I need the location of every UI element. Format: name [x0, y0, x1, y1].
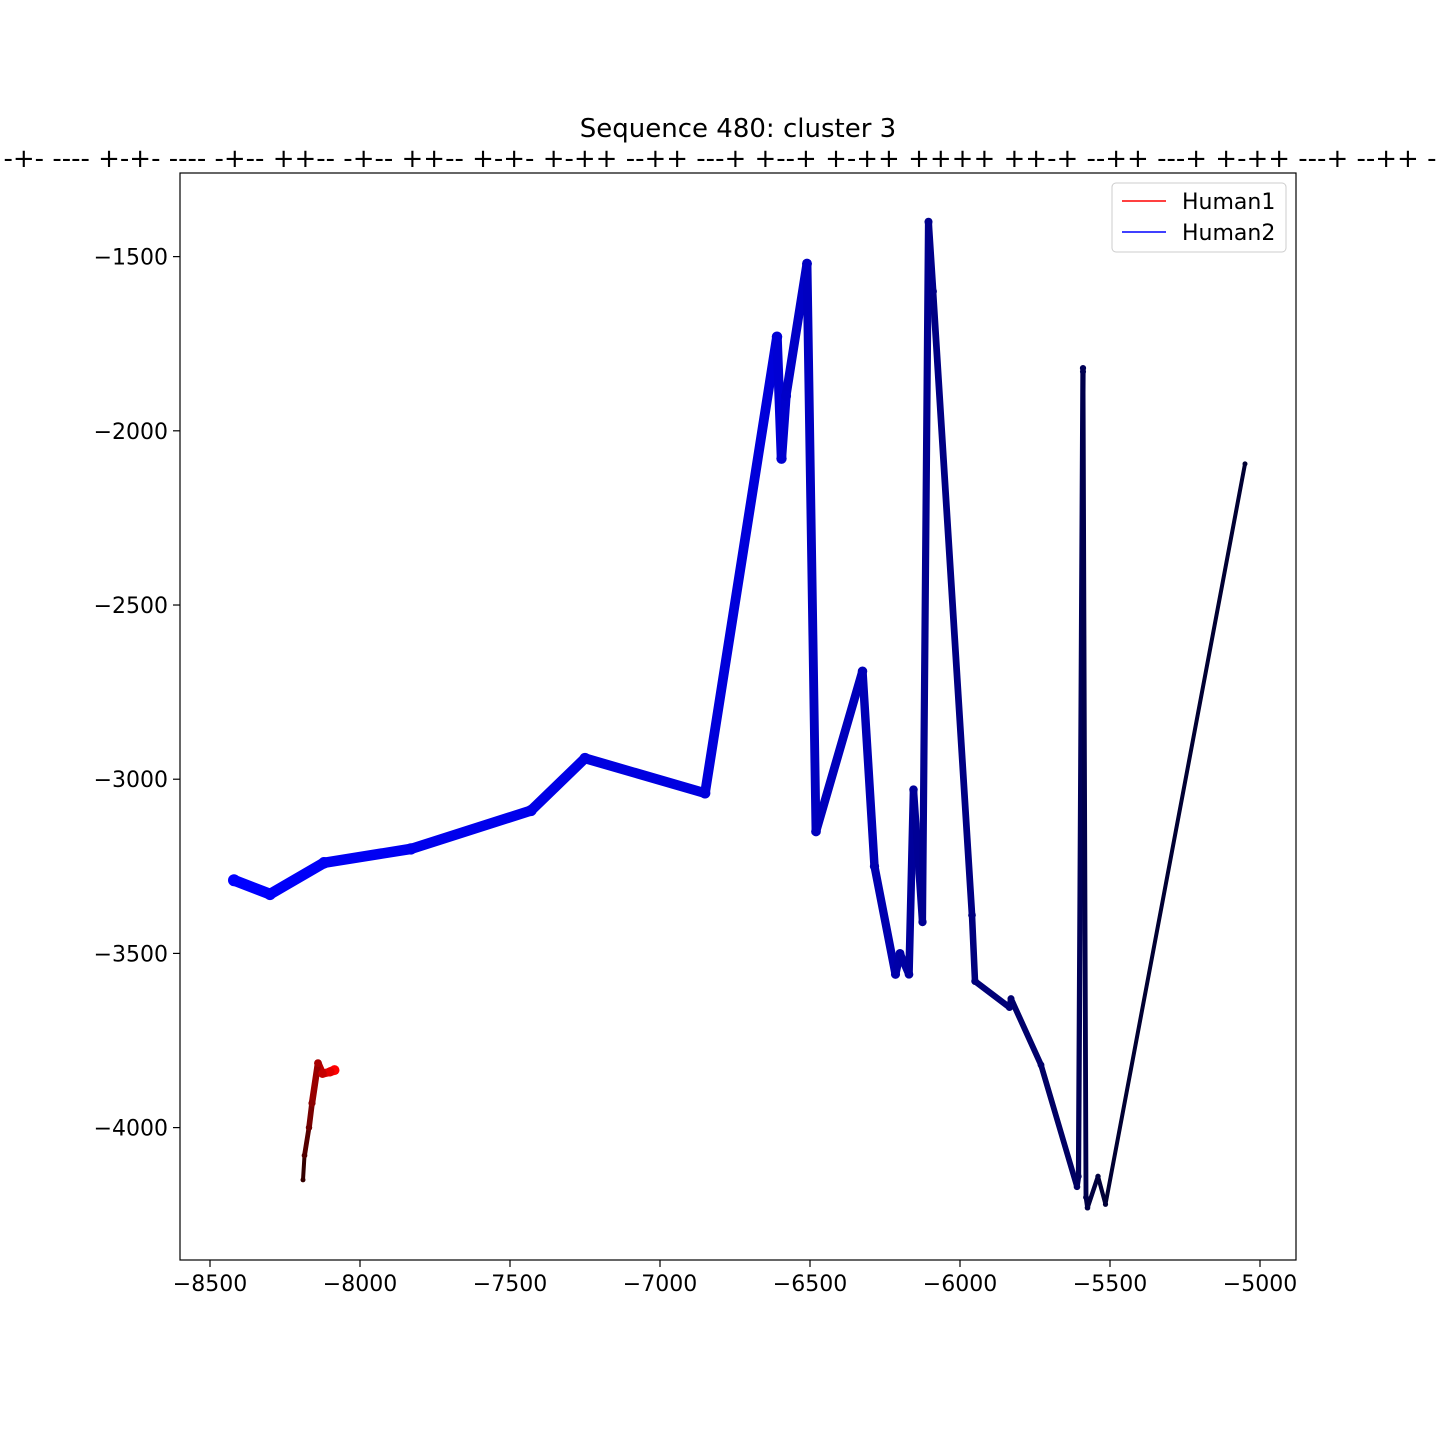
data-point: [929, 287, 937, 296]
series-segment: [918, 218, 933, 926]
series-segment: [318, 843, 417, 869]
data-point: [776, 453, 787, 464]
series-segment: [811, 666, 867, 836]
chart-subtitle: -+- ---- +-+- ---- -+-- ++-- -+-- ++-- +…: [4, 144, 1437, 174]
data-point: [1075, 1173, 1082, 1180]
y-tick-label: −2500: [94, 594, 168, 619]
data-point: [305, 1124, 313, 1131]
x-tick-label: −7000: [623, 1272, 697, 1297]
data-point: [1037, 1061, 1045, 1069]
x-tick-label: −5500: [1073, 1272, 1147, 1297]
legend-label-human2: Human2: [1182, 221, 1275, 246]
series-segment: [700, 331, 782, 799]
x-tick-label: −8000: [323, 1272, 397, 1297]
series-segment: [802, 259, 821, 836]
x-tick-label: −6000: [923, 1272, 997, 1297]
data-point: [895, 948, 905, 958]
data-point: [301, 1152, 308, 1159]
series-segment: [302, 1125, 312, 1158]
data-point: [1073, 1183, 1081, 1191]
series-segment: [929, 288, 976, 919]
series-segment: [1080, 369, 1089, 1200]
data-point: [909, 785, 918, 794]
legend: Human1 Human2: [1111, 182, 1287, 253]
data-point: [1079, 368, 1087, 375]
y-axis-ticks: −1500 −2000 −2500 −3000 −3500 −4000: [94, 246, 180, 1142]
data-point: [325, 1067, 335, 1077]
data-point: [1242, 461, 1248, 467]
data-point: [924, 217, 933, 226]
series-segment: [228, 874, 276, 900]
series-segment: [1038, 1062, 1080, 1190]
x-tick-label: −8500: [173, 1272, 247, 1297]
series-segment: [870, 862, 900, 979]
data-point: [405, 843, 417, 855]
data-point: [890, 969, 901, 979]
data-point: [318, 1069, 327, 1078]
series-segment: [301, 1153, 307, 1182]
data-point: [1005, 1003, 1014, 1012]
x-tick-label: −5000: [1223, 1272, 1297, 1297]
y-tick-label: −4000: [94, 1117, 168, 1142]
data-point: [918, 917, 927, 927]
data-point: [904, 969, 914, 979]
series-segment: [580, 753, 710, 799]
data-point: [869, 861, 880, 871]
data-point: [314, 1059, 322, 1068]
data-point: [300, 1177, 306, 1183]
data-point: [802, 258, 812, 269]
series-segment: [1008, 995, 1044, 1068]
series-segment: [1085, 1174, 1101, 1210]
x-axis-ticks: −8500 −8000 −7500 −7000 −6500 −6000 −5500 −5000: [173, 1260, 1297, 1297]
series-segment: [306, 1100, 315, 1131]
y-tick-label: −3500: [94, 942, 168, 967]
data-point: [1102, 1201, 1109, 1207]
series-human1: [300, 1059, 340, 1183]
data-point: [857, 666, 868, 676]
y-tick-label: −3000: [94, 768, 168, 793]
data-point: [971, 977, 979, 986]
series-segment: [776, 391, 791, 464]
data-point: [264, 888, 276, 901]
data-point: [228, 874, 240, 887]
y-tick-label: −2000: [94, 420, 168, 445]
series-segment: [971, 978, 1013, 1011]
series-segment: [308, 1059, 322, 1107]
data-point: [699, 787, 711, 799]
data-point: [1095, 1173, 1101, 1180]
y-tick-label: −1500: [94, 246, 168, 271]
series-layer: [228, 217, 1248, 1211]
data-point: [1083, 1194, 1089, 1201]
series-segment: [1103, 461, 1247, 1207]
legend-label-human1: Human1: [1182, 190, 1275, 215]
data-point: [780, 390, 792, 402]
data-point: [771, 331, 783, 343]
data-point: [579, 752, 591, 764]
plot-area: −8500 −8000 −7500 −7000 −6500 −6000 −5500 −5000…: [94, 172, 1297, 1297]
data-point: [968, 911, 976, 919]
data-point: [318, 857, 330, 869]
series-segment: [968, 911, 979, 985]
series-segment: [1095, 1174, 1108, 1207]
plot-frame: [179, 172, 1297, 1261]
series-segment: [405, 805, 537, 855]
series-segment: [925, 218, 937, 295]
series-segment: [264, 857, 330, 900]
data-point: [308, 1099, 316, 1107]
series-segment: [525, 753, 591, 816]
series-human2: [228, 217, 1248, 1211]
data-point: [1084, 1204, 1091, 1211]
data-point: [525, 804, 537, 817]
x-tick-label: −6500: [773, 1272, 847, 1297]
series-segment: [858, 666, 879, 871]
data-point: [811, 826, 821, 837]
x-tick-label: −7500: [473, 1272, 547, 1297]
data-point: [1007, 995, 1015, 1003]
chart-title: Sequence 480: cluster 3: [580, 114, 896, 144]
